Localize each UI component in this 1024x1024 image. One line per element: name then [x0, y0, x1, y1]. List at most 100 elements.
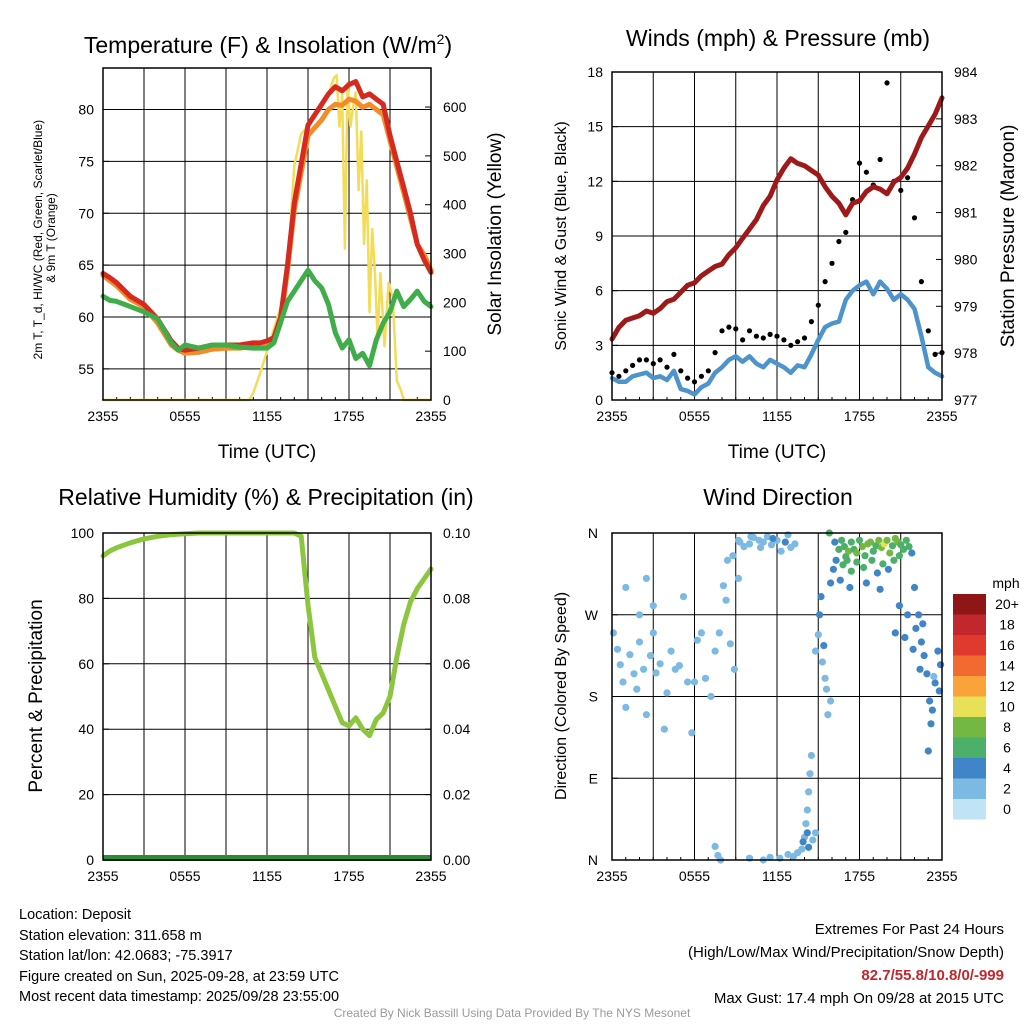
temp-ytick-label: 75: [78, 153, 94, 169]
direction-point: [802, 820, 810, 828]
gust-point: [733, 326, 739, 332]
direction-point: [821, 674, 829, 682]
rh-xtick-label: 1155: [252, 868, 282, 884]
direction-point: [847, 538, 855, 546]
direction-point: [679, 593, 688, 601]
gust-point: [657, 357, 663, 363]
direction-point: [693, 636, 701, 644]
temp-title-sup: 2: [437, 31, 445, 47]
direction-point: [832, 556, 840, 564]
speed-legend: mph 20+ 18 16 14 12 10 8 6 4 2 0: [953, 575, 1020, 820]
wind-y2tick-label: 977: [954, 392, 978, 408]
direction-point: [855, 536, 864, 544]
direction-point: [817, 593, 825, 601]
direction-point: [853, 558, 861, 566]
wind-xtick-label: 1755: [844, 408, 875, 424]
station-elevation: Station elevation: 311.658 m: [19, 927, 202, 944]
direction-point: [663, 689, 671, 697]
direction-point: [766, 853, 774, 861]
direction-point: [909, 645, 917, 653]
rh-plot-frame: [102, 532, 432, 861]
temp-ytick-label: 80: [78, 102, 94, 118]
temperature-insolation-panel: Temperature (F) & Insolation (W/m2) 2355…: [31, 31, 506, 463]
direction-point: [838, 536, 846, 544]
dir-xtick-label: 1155: [762, 868, 792, 884]
direction-point: [719, 582, 728, 590]
direction-point: [656, 660, 664, 668]
direction-point: [707, 692, 715, 701]
direction-point: [711, 842, 719, 851]
temp-ytick-label: 60: [78, 309, 94, 325]
direction-point: [923, 670, 931, 678]
humidity-precipitation-panel: Relative Humidity (%) & Precipitation (i…: [26, 484, 474, 884]
direction-point: [809, 836, 817, 844]
gust-point: [884, 80, 890, 86]
gust-point: [829, 260, 835, 266]
legend-swatch: [953, 635, 986, 656]
direction-point: [619, 678, 627, 686]
wind-y2tick-label: 981: [954, 205, 978, 221]
temp-title-close: ): [444, 32, 452, 58]
direction-point: [843, 556, 851, 564]
direction-point: [805, 788, 813, 796]
figure-created: Figure created on Sun, 2025-09-28, at 23…: [19, 968, 339, 985]
direction-point: [824, 711, 832, 719]
temp-y2tick-label: 0: [443, 392, 451, 408]
wind-direction-panel: Wind Direction 2355 0555 1155 1755 2355NESWN…: [553, 484, 1020, 884]
gust-point: [698, 373, 705, 379]
wind-xtick-label: 1155: [762, 408, 792, 424]
direction-point: [879, 560, 887, 568]
direction-point: [884, 565, 893, 573]
direction-point: [649, 602, 657, 610]
wind-y2tick-label: 982: [954, 158, 978, 174]
gust-point: [650, 361, 656, 367]
direction-point: [861, 552, 869, 560]
direction-point: [626, 651, 634, 659]
direction-point: [899, 545, 908, 554]
temp-plot-frame: [102, 67, 432, 401]
dewpoint-line: [100, 267, 434, 369]
gust-point: [788, 342, 794, 348]
credit-line: Created By Nick Bassill Using Data Provi…: [333, 1006, 691, 1020]
direction-point: [934, 647, 942, 655]
direction-point: [886, 549, 894, 557]
dir-ytick-label: W: [585, 607, 599, 623]
rh-y2tick-label: 0.08: [443, 590, 470, 606]
direction-point: [847, 567, 855, 575]
gust-point: [905, 175, 911, 181]
direction-point: [730, 665, 739, 673]
wind-y2tick-label: 979: [954, 298, 978, 314]
direction-point: [814, 631, 822, 639]
gust-point: [863, 169, 870, 175]
wind-y2tick-label: 980: [954, 251, 978, 267]
gust-point: [726, 324, 732, 330]
gust-point: [801, 335, 808, 341]
temp-y2tick-label: 400: [443, 197, 467, 213]
direction-point: [915, 611, 923, 619]
gust-point: [836, 238, 842, 245]
wind-xlabel: Time (UTC): [728, 442, 827, 463]
dir-xtick-label: 1755: [844, 868, 875, 884]
gust-point: [671, 351, 677, 357]
direction-point: [935, 687, 943, 695]
wind-xtick-label: 2355: [926, 408, 957, 424]
direction-point: [769, 534, 777, 543]
dir-ytick-label: E: [589, 770, 598, 786]
temp-ytick-label: 55: [78, 361, 94, 377]
dir-ytick-label: N: [588, 525, 598, 541]
direction-point: [745, 540, 754, 548]
direction-point: [928, 706, 937, 714]
direction-point: [803, 829, 811, 837]
rh-xtick-label: 0555: [169, 868, 200, 884]
direction-point: [613, 645, 622, 653]
gust-point: [630, 362, 636, 368]
direction-point: [616, 661, 624, 669]
direction-point: [917, 638, 926, 646]
direction-point: [873, 569, 882, 577]
direction-point: [635, 611, 644, 619]
direction-point: [667, 647, 675, 655]
direction-point: [807, 751, 816, 760]
direction-point: [622, 583, 630, 592]
gust-point: [719, 328, 725, 334]
gust-point: [925, 328, 931, 334]
